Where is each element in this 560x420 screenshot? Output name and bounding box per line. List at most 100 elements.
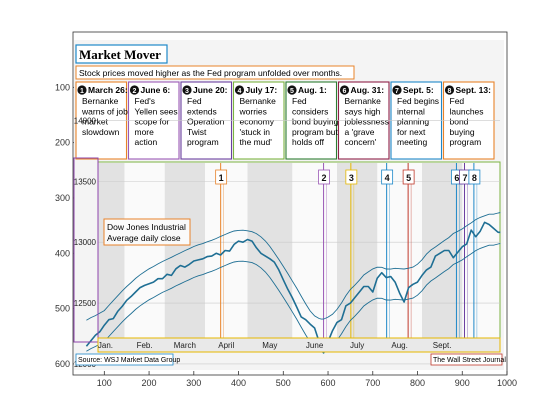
event-text-line: Fed [187, 96, 202, 106]
marker-tag [381, 169, 394, 185]
y-tick-label: 200 [55, 138, 70, 148]
month-label: Aug. [391, 341, 407, 350]
inner-y-tick-label: 14000 [74, 117, 97, 126]
marker-tag [468, 169, 481, 185]
event-text-line: bond buying [292, 117, 339, 127]
envelope-lower [86, 242, 501, 352]
event-text-line: says high [345, 106, 381, 116]
event-number-badge [287, 85, 297, 95]
marker-label: 7 [462, 173, 467, 183]
title-box [75, 44, 168, 64]
marker-tag [318, 169, 330, 185]
month-band [421, 163, 463, 338]
x-tick-label: 900 [455, 378, 470, 388]
marker-label: 8 [472, 173, 477, 183]
month-labels: Jan. Feb. March April May June July Aug. Sept. [98, 341, 452, 350]
month-label: Jan. [98, 341, 113, 350]
y-tick-label: 500 [55, 304, 70, 314]
x-tick-label: 100 [97, 378, 112, 388]
event-date: July 17: [246, 85, 278, 95]
event-number-badge [182, 85, 192, 95]
event-number-badge [129, 85, 140, 95]
x-tick-label: 300 [186, 378, 201, 388]
chart-subtitle: Stock prices moved higher as the Fed pro… [79, 68, 342, 78]
event-date: June 6: [141, 85, 171, 95]
event-number: 1 [80, 88, 84, 95]
source-note: Source: WSJ Market Data Group [78, 357, 180, 364]
event-text-line: planning [397, 117, 429, 127]
event-number-badge [77, 85, 87, 95]
event-text-line: Fed begins [397, 96, 439, 106]
series-label-line-2: Average daily close [107, 233, 181, 243]
y-tick-label: 300 [55, 193, 70, 203]
x-tick-label: 700 [365, 378, 380, 388]
y-tick-label: 600 [55, 359, 70, 369]
marker-label: 5 [406, 173, 411, 183]
event-number: 3 [185, 88, 189, 95]
y-tick-label: 100 [55, 82, 70, 92]
event-text-line: extends [187, 106, 217, 116]
event-text-line: Fed [292, 96, 307, 106]
event-number: 5 [290, 88, 294, 95]
event-number: 6 [343, 88, 347, 95]
event-number: 2 [133, 88, 137, 95]
x-tick-label: 600 [321, 378, 336, 388]
outer-axis-ticks: 100 200 300 400 500 600 700 800 900 1000 100 200 300… [55, 82, 517, 388]
event-text-line: program but [292, 127, 338, 137]
event-text-line: Bernanke [240, 96, 277, 106]
month-strip [97, 337, 501, 353]
event-text-line: Bernanke [82, 96, 119, 106]
envelope-upper [86, 212, 501, 321]
source-box [75, 353, 174, 366]
y-axis-bracket [73, 157, 99, 343]
inner-y-tick-label: 13500 [74, 177, 97, 186]
event-text-line: internal [397, 106, 425, 116]
chart-title: Market Mover [79, 47, 161, 62]
dow-line [85, 221, 501, 354]
marker-label: 4 [385, 173, 390, 183]
event-number: 4 [238, 88, 242, 95]
marker-tag [345, 169, 358, 185]
event-text-line: the mud' [240, 137, 273, 147]
event-text-line: for next [397, 127, 426, 137]
event-text-line: joblessness [344, 117, 389, 127]
event-text-line: buying [450, 127, 475, 137]
month-label: June [306, 341, 324, 350]
event-text-line: action [135, 137, 158, 147]
x-tick-label: 1000 [497, 378, 517, 388]
marker-label: 3 [349, 173, 354, 183]
y-tick-label: 400 [55, 248, 70, 258]
event-text-line: 'stuck in [240, 127, 271, 137]
month-label: April [218, 341, 234, 350]
x-tick-label: 400 [231, 378, 246, 388]
x-tick-label: 800 [410, 378, 425, 388]
event-text-line: program [187, 137, 219, 147]
month-label: July [350, 341, 364, 350]
event-text-line: Twist [187, 127, 207, 137]
event-text-line: economy [240, 117, 275, 127]
event-number: 8 [448, 88, 452, 95]
event-text-line: market [82, 117, 109, 127]
event-date: Sept. 13: [456, 85, 492, 95]
event-text-line: Fed [450, 96, 465, 106]
credit-box [430, 353, 503, 366]
event-number: 7 [395, 88, 399, 95]
event-text-line: scope for [135, 117, 170, 127]
event-text-line: slowdown [82, 127, 120, 137]
event-date: Sept. 5: [403, 85, 434, 95]
month-label: Feb. [137, 341, 153, 350]
event-text-line: bond [450, 117, 469, 127]
month-label: March [174, 341, 196, 350]
event-text-line: a 'grave [345, 127, 375, 137]
series-label-box [103, 218, 191, 246]
marker-label: 2 [322, 173, 327, 183]
x-tick-label: 200 [142, 378, 157, 388]
month-label: May [262, 341, 277, 350]
event-date: Aug. 31: [351, 85, 385, 95]
event-date: Aug. 1: [298, 85, 327, 95]
event-text-line: warns of job [81, 106, 128, 116]
event-text-line: more [135, 127, 155, 137]
trend-envelope [86, 212, 501, 352]
series-label-line-1: Dow Jones Industrial [107, 222, 186, 232]
